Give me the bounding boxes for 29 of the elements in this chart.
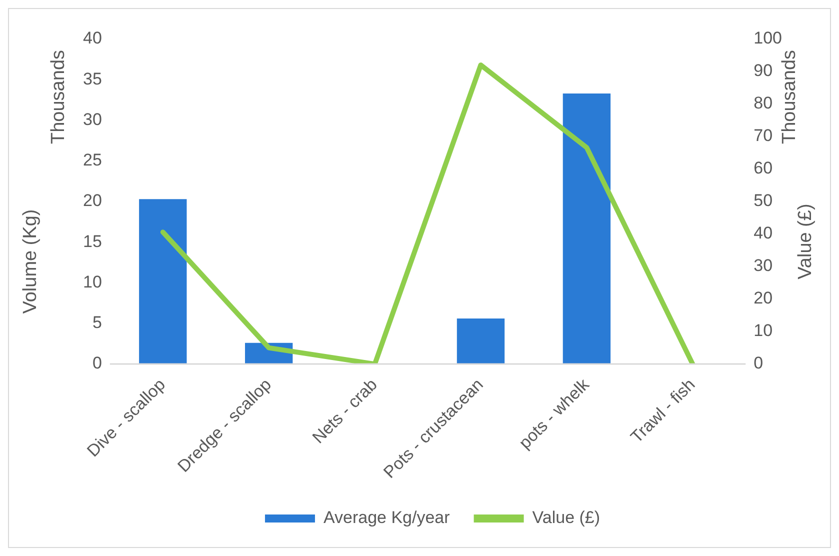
y-tick-label: 20 [82,191,102,210]
y-tick-label: 40 [82,28,102,48]
y-tick-label: 0 [92,354,102,373]
y-tick-label: 15 [82,232,102,251]
y2-tick-label: 30 [754,256,773,276]
y2-tick-label: 70 [754,126,773,146]
y2-tick-label: 80 [754,94,773,113]
text: Thousands [48,50,70,144]
bar [456,318,505,364]
bar [139,199,187,364]
y-tick-label: 10 [82,272,102,292]
y2-tick-label: 0 [754,354,764,373]
legend-label: Value (£) [532,508,600,528]
bar [562,93,611,364]
y2-tick-label: 100 [754,28,782,48]
y2-tick-label: 50 [754,191,773,210]
text: Thousands [779,50,800,144]
y2-tick-label: 10 [754,321,773,340]
y2-tick-label: 90 [754,61,773,80]
y-tick-label: 25 [82,150,102,170]
y2-tick-label: 40 [754,224,773,243]
y-tick-label: 5 [92,313,102,332]
y2-tick-label: 60 [754,158,773,178]
y2-tick-label: 20 [754,288,773,308]
y2-axis-title: Value (£) [795,204,816,280]
y-tick-label: 30 [82,110,102,129]
y-tick-label: 35 [82,69,102,88]
legend-label: Average Kg/year [323,508,450,528]
y-axis-title: Volume (Kg) [20,209,42,314]
